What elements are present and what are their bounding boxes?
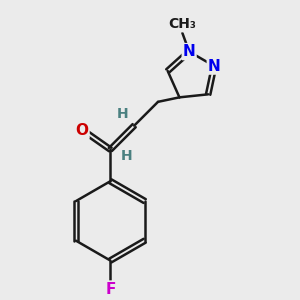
- Text: H: H: [121, 149, 132, 164]
- Text: F: F: [105, 282, 116, 297]
- Text: N: N: [183, 44, 196, 59]
- Text: H: H: [117, 107, 128, 121]
- Text: CH₃: CH₃: [168, 17, 196, 31]
- Text: N: N: [208, 58, 220, 74]
- Text: O: O: [76, 123, 88, 138]
